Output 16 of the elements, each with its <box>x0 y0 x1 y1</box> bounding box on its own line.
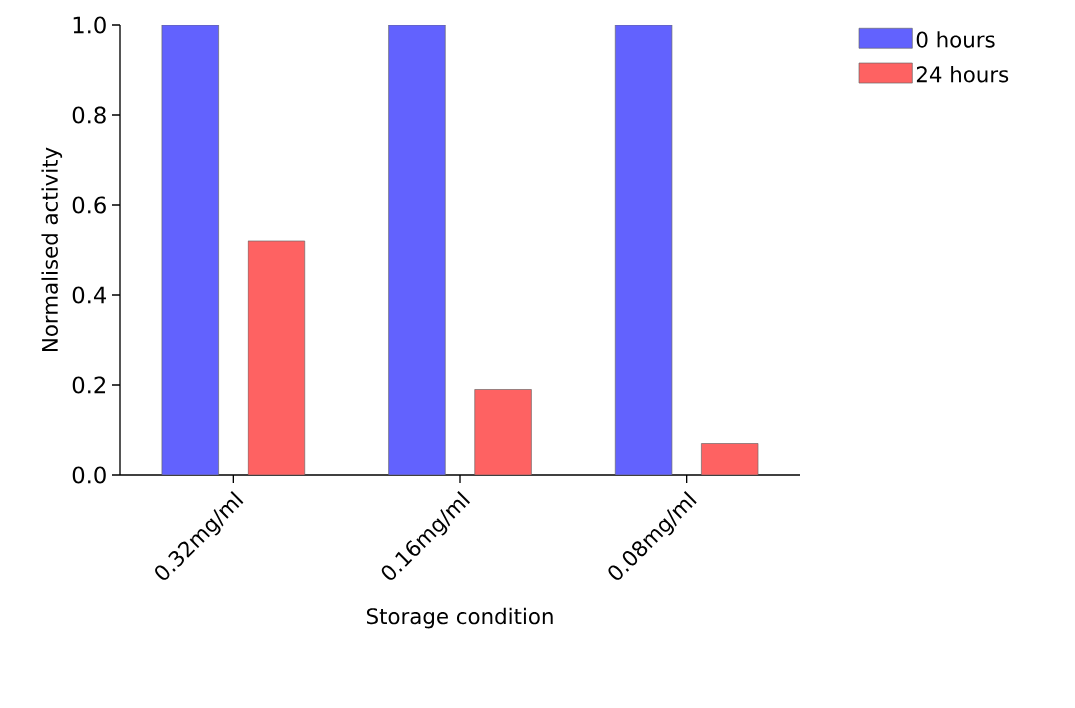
bar <box>474 389 532 475</box>
x-axis-title: Storage condition <box>366 607 553 629</box>
legend-label: 0 hours <box>916 31 995 48</box>
y-tick-label: 1.0 <box>73 16 106 34</box>
legend-label: 24 hours <box>916 65 1009 83</box>
y-tick-label: 0.8 <box>72 106 106 124</box>
y-tick-label: 0.6 <box>72 196 106 214</box>
bar <box>614 25 673 475</box>
y-tick-label: 0.0 <box>72 466 106 484</box>
y-tick-label: 0.4 <box>72 286 107 304</box>
y-axis-title: Normalised activity <box>41 147 63 352</box>
y-tick-label: 0.2 <box>72 376 106 394</box>
bar <box>701 443 759 475</box>
bar <box>388 25 446 475</box>
bar <box>161 25 219 475</box>
bar <box>247 240 306 475</box>
